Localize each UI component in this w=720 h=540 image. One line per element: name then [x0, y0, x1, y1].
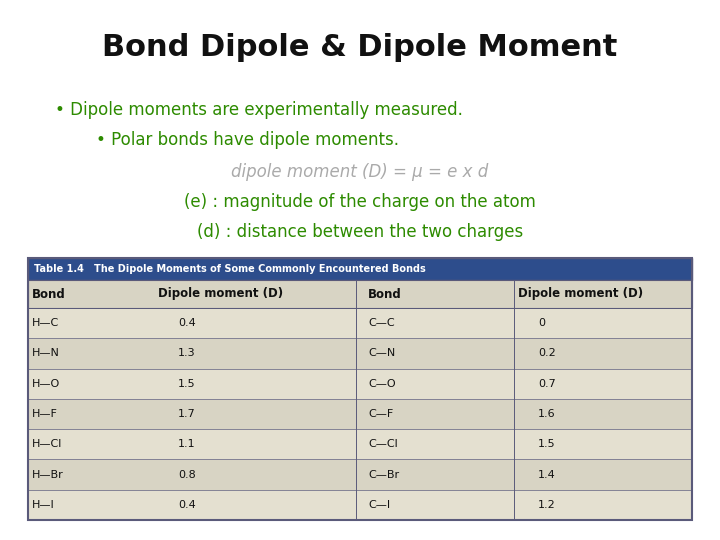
- Text: Bond: Bond: [32, 287, 66, 300]
- Text: 1.5: 1.5: [538, 439, 556, 449]
- FancyBboxPatch shape: [28, 399, 692, 429]
- FancyBboxPatch shape: [28, 460, 692, 490]
- FancyBboxPatch shape: [28, 490, 692, 520]
- Text: 0: 0: [538, 318, 545, 328]
- Text: 1.4: 1.4: [538, 470, 556, 480]
- Text: C—F: C—F: [368, 409, 393, 419]
- Text: H—F: H—F: [32, 409, 58, 419]
- FancyBboxPatch shape: [28, 429, 692, 460]
- FancyBboxPatch shape: [28, 369, 692, 399]
- Text: 1.2: 1.2: [538, 500, 556, 510]
- Text: (e) : magnitude of the charge on the atom: (e) : magnitude of the charge on the ato…: [184, 193, 536, 211]
- Text: Dipole moment (D): Dipole moment (D): [518, 287, 643, 300]
- Text: 0.4: 0.4: [178, 500, 196, 510]
- Text: Bond Dipole & Dipole Moment: Bond Dipole & Dipole Moment: [102, 33, 618, 63]
- Text: H—Cl: H—Cl: [32, 439, 63, 449]
- Text: Dipole moment (D): Dipole moment (D): [158, 287, 283, 300]
- Text: 0.8: 0.8: [178, 470, 196, 480]
- Text: Table 1.4   The Dipole Moments of Some Commonly Encountered Bonds: Table 1.4 The Dipole Moments of Some Com…: [34, 264, 426, 274]
- Text: H—Br: H—Br: [32, 470, 64, 480]
- Text: dipole moment (D) = μ = e x d: dipole moment (D) = μ = e x d: [231, 163, 489, 181]
- Text: C—C: C—C: [368, 318, 395, 328]
- Text: • Dipole moments are experimentally measured.: • Dipole moments are experimentally meas…: [55, 101, 463, 119]
- Text: 0.7: 0.7: [538, 379, 556, 389]
- Text: 1.3: 1.3: [178, 348, 196, 359]
- Text: (d) : distance between the two charges: (d) : distance between the two charges: [197, 223, 523, 241]
- Text: 0.2: 0.2: [538, 348, 556, 359]
- Text: 1.1: 1.1: [178, 439, 196, 449]
- Text: H—O: H—O: [32, 379, 60, 389]
- Text: 1.7: 1.7: [178, 409, 196, 419]
- Text: H—N: H—N: [32, 348, 60, 359]
- FancyBboxPatch shape: [28, 280, 692, 308]
- FancyBboxPatch shape: [28, 308, 692, 338]
- Text: 1.5: 1.5: [178, 379, 196, 389]
- Text: C—Br: C—Br: [368, 470, 399, 480]
- Text: C—I: C—I: [368, 500, 390, 510]
- Text: H—C: H—C: [32, 318, 59, 328]
- Text: H—I: H—I: [32, 500, 55, 510]
- Text: 0.4: 0.4: [178, 318, 196, 328]
- Text: C—N: C—N: [368, 348, 395, 359]
- FancyBboxPatch shape: [28, 258, 692, 280]
- Text: C—O: C—O: [368, 379, 395, 389]
- Text: Bond: Bond: [368, 287, 402, 300]
- Text: • Polar bonds have dipole moments.: • Polar bonds have dipole moments.: [75, 131, 399, 149]
- FancyBboxPatch shape: [28, 338, 692, 369]
- Text: C—Cl: C—Cl: [368, 439, 397, 449]
- Text: 1.6: 1.6: [538, 409, 556, 419]
